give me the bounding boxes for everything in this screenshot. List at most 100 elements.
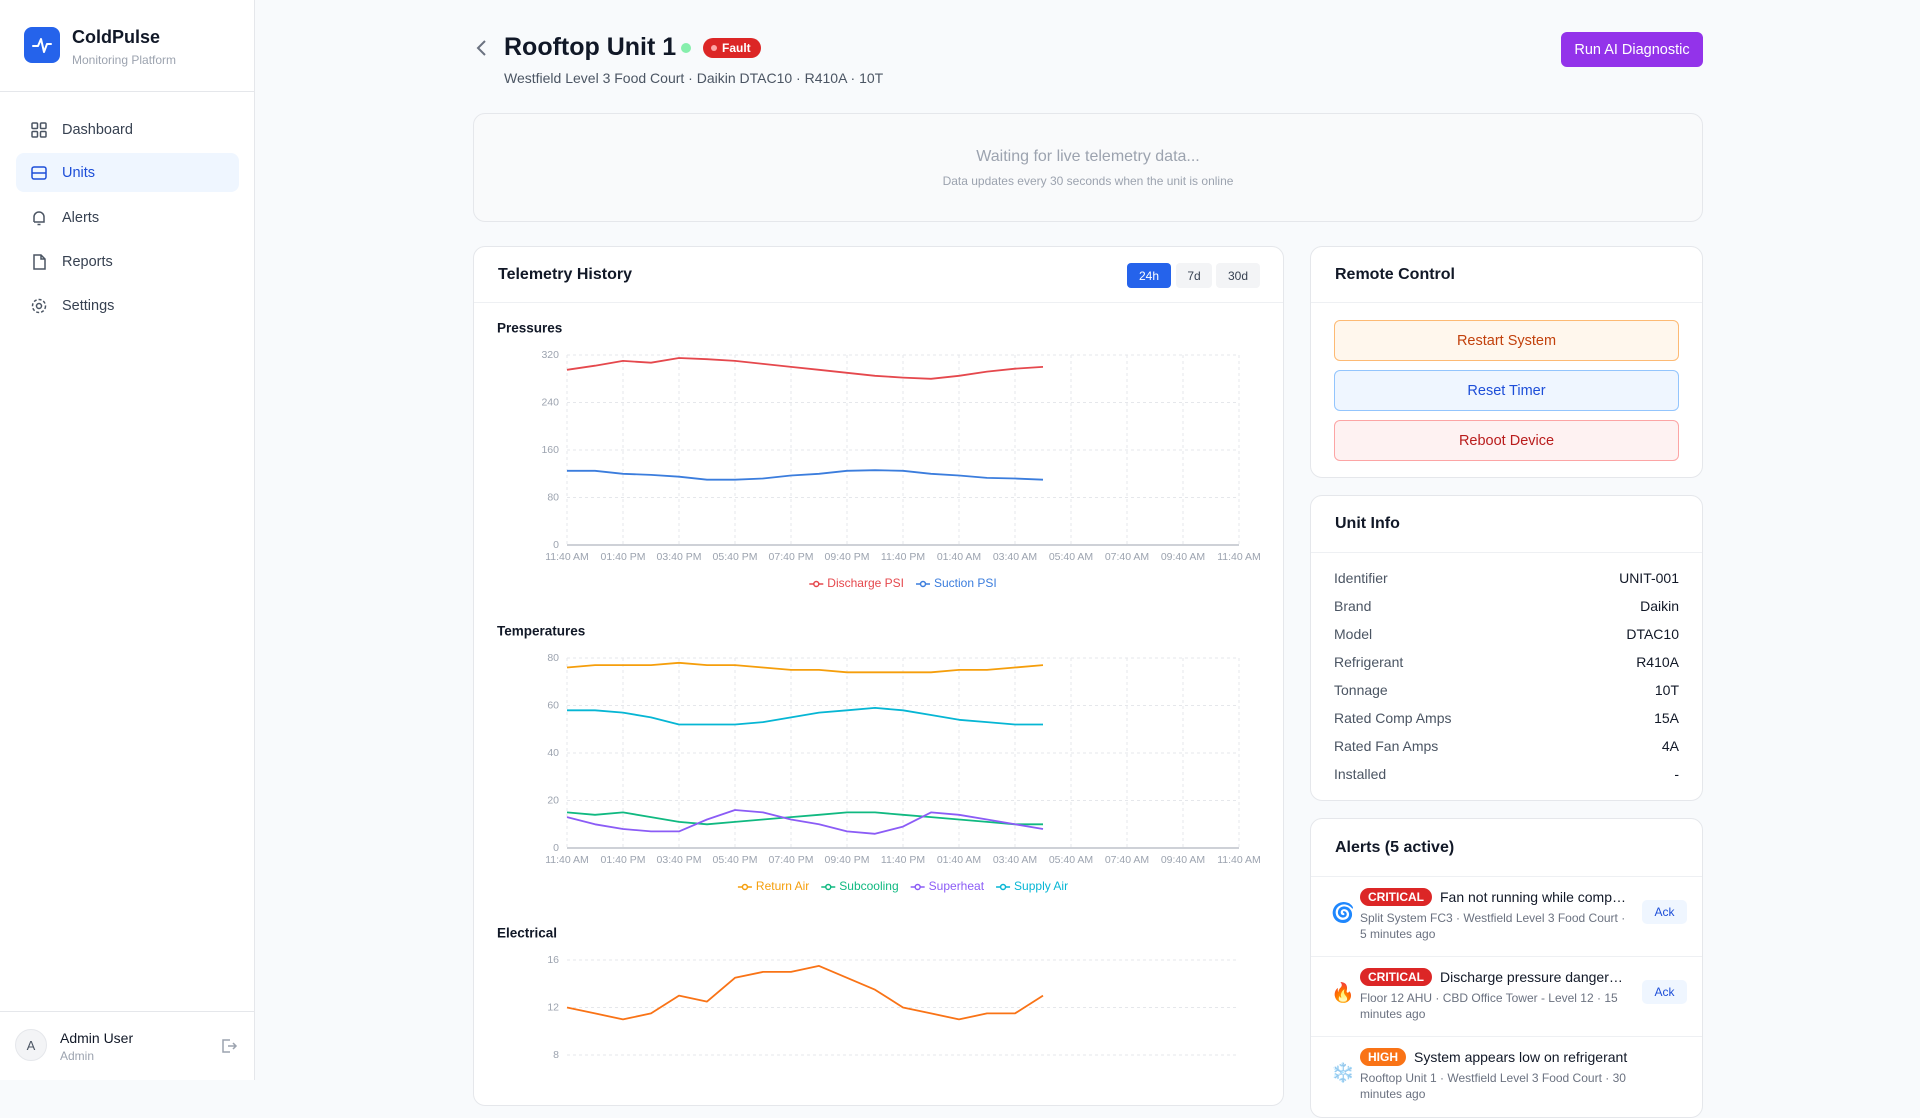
logout[interactable]	[220, 1037, 238, 1055]
nav-label: Alerts	[62, 209, 100, 226]
x-tick-label: 09:40 PM	[825, 551, 870, 563]
x-tick-label: 07:40 AM	[1105, 551, 1149, 563]
series-line	[567, 469, 1044, 481]
legend-marker	[741, 883, 749, 891]
legend-label: Superheat	[929, 879, 985, 893]
y-tick-label: 80	[547, 491, 559, 503]
series-line	[566, 661, 1044, 674]
card-title: Unit Info	[1335, 515, 1400, 532]
icon	[33, 253, 46, 270]
chart-title: Electrical	[497, 926, 557, 941]
y-tick-label: 16	[547, 954, 559, 966]
divider	[1311, 302, 1702, 303]
nav-item[interactable]: Alerts	[16, 198, 239, 237]
y-tick-label: 8	[553, 1049, 559, 1061]
x-tick-label: 03:40 PM	[657, 551, 702, 563]
page-title: Rooftop Unit 1	[504, 33, 677, 61]
nav-label: Reports	[62, 253, 113, 270]
info-label: Model	[1334, 626, 1373, 642]
icon	[33, 210, 45, 225]
alert-icon: 🔥	[1331, 983, 1355, 1004]
x-tick-label: 11:40 AM	[1217, 551, 1261, 563]
severity-badge: CRITICAL	[1360, 968, 1432, 986]
divider	[0, 1011, 254, 1012]
y-tick-label: 240	[541, 396, 559, 408]
info-value: 15A	[1654, 710, 1679, 726]
range-button[interactable]: 24h	[1127, 263, 1171, 288]
series-line	[566, 357, 1044, 380]
info-value: UNIT-001	[1619, 570, 1679, 586]
card-title: Alerts (5 active)	[1335, 839, 1455, 856]
x-tick-label: 11:40 AM	[545, 551, 589, 563]
icon	[31, 121, 47, 138]
info-value: DTAC10	[1626, 626, 1679, 642]
x-tick-label: 03:40 PM	[657, 854, 702, 866]
info-label: Rated Fan Amps	[1334, 738, 1439, 754]
divider	[1311, 1036, 1702, 1037]
nav-item[interactable]: Units	[16, 153, 239, 192]
x-tick-label: 05:40 AM	[1049, 551, 1093, 563]
icon	[31, 298, 47, 313]
x-tick-label: 09:40 PM	[825, 854, 870, 866]
x-tick-label: 09:40 AM	[1161, 551, 1205, 563]
chart-title: Pressures	[497, 321, 562, 336]
legend-label: Discharge PSI	[827, 576, 904, 590]
sidebar: ColdPulse Monitoring Platform Dashboard …	[0, 0, 255, 1080]
telemetry-status: Waiting for live telemetry data... Data …	[473, 113, 1703, 222]
ack-button[interactable]: Ack	[1642, 900, 1687, 924]
legend-label: Subcooling	[839, 879, 898, 893]
x-tick-label: 03:40 AM	[993, 854, 1037, 866]
legend: Return Air Subcooling Superheat Supply Air	[737, 879, 1068, 893]
severity-badge: CRITICAL	[1360, 888, 1432, 906]
divider	[474, 302, 1283, 303]
unit-info-card: Unit Info	[1310, 495, 1703, 801]
range-button[interactable]: 7d	[1176, 263, 1212, 288]
diagnostic-button[interactable]: Run AI Diagnostic	[1561, 32, 1703, 67]
nav-label: Dashboard	[62, 121, 133, 138]
range-button[interactable]: 30d	[1216, 263, 1260, 288]
y-tick-label: 80	[547, 652, 559, 664]
back-button[interactable]	[474, 38, 490, 58]
y-tick-label: 160	[541, 444, 559, 456]
info-value: 4A	[1661, 738, 1679, 754]
y-tick-label: 60	[547, 699, 559, 711]
reboot-button[interactable]: Reboot Device	[1334, 420, 1679, 461]
x-tick-label: 11:40 AM	[1217, 854, 1261, 866]
x-tick-label: 07:40 AM	[1105, 854, 1149, 866]
card-title: Remote Control	[1335, 266, 1455, 283]
legend-marker	[999, 883, 1007, 891]
page: ColdPulse { "sidebar": {"brand": "ColdPu…	[0, 0, 1703, 1118]
x-tick-label: 05:40 AM	[1049, 854, 1093, 866]
brand: ColdPulse	[72, 27, 161, 47]
card-title: Telemetry History	[498, 266, 632, 283]
y-tick-label: 12	[547, 1001, 559, 1013]
legend-label: Supply Air	[1014, 879, 1068, 893]
nav-item[interactable]: Dashboard	[16, 110, 239, 149]
info-label: Rated Comp Amps	[1334, 710, 1452, 726]
x-tick-label: 11:40 AM	[545, 854, 589, 866]
y-tick-label: 0	[553, 842, 559, 854]
icon	[31, 165, 47, 180]
badge-dot	[711, 45, 717, 51]
logo	[24, 27, 60, 63]
info-value: Daikin	[1640, 598, 1679, 614]
nav-item[interactable]: Reports	[16, 242, 239, 281]
page-subtitle: Westfield Level 3 Food Court · Daikin DT…	[504, 70, 884, 86]
status-note: Data updates every 30 seconds when the u…	[942, 174, 1234, 188]
reset-button[interactable]: Reset Timer	[1334, 370, 1679, 411]
nav-item[interactable]: Settings	[16, 286, 239, 325]
x-tick-label: 07:40 PM	[769, 854, 814, 866]
y-tick-label: 0	[553, 539, 559, 551]
restart-button[interactable]: Restart System	[1334, 320, 1679, 361]
ack-button[interactable]: Ack	[1642, 980, 1687, 1004]
logo-icon	[32, 38, 52, 53]
legend-label: Suction PSI	[934, 576, 997, 590]
user-name: Admin User	[60, 1030, 134, 1046]
x-tick-label: 09:40 AM	[1161, 854, 1205, 866]
x-tick-label: 01:40 AM	[937, 551, 981, 563]
status-dot	[681, 43, 691, 53]
info-label: Refrigerant	[1334, 654, 1404, 670]
info-label: Tonnage	[1334, 682, 1388, 698]
alert-icon: ❄️	[1331, 1063, 1355, 1084]
